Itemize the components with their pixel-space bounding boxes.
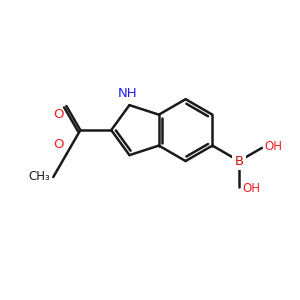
- Text: B: B: [235, 154, 244, 167]
- Text: NH: NH: [118, 87, 138, 100]
- Text: O: O: [54, 138, 64, 151]
- Text: CH₃: CH₃: [28, 170, 50, 184]
- Text: OH: OH: [242, 182, 260, 195]
- Text: O: O: [53, 108, 64, 122]
- Text: OH: OH: [265, 140, 283, 153]
